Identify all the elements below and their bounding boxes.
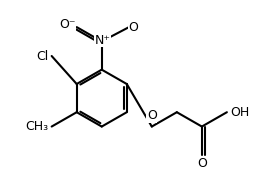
Text: O⁻: O⁻: [59, 18, 76, 31]
Text: OH: OH: [230, 106, 250, 119]
Text: O: O: [197, 157, 207, 170]
Text: O: O: [129, 21, 139, 34]
Text: CH₃: CH₃: [25, 120, 48, 133]
Text: Cl: Cl: [36, 49, 48, 62]
Text: O: O: [147, 109, 157, 122]
Text: N⁺: N⁺: [95, 34, 111, 47]
